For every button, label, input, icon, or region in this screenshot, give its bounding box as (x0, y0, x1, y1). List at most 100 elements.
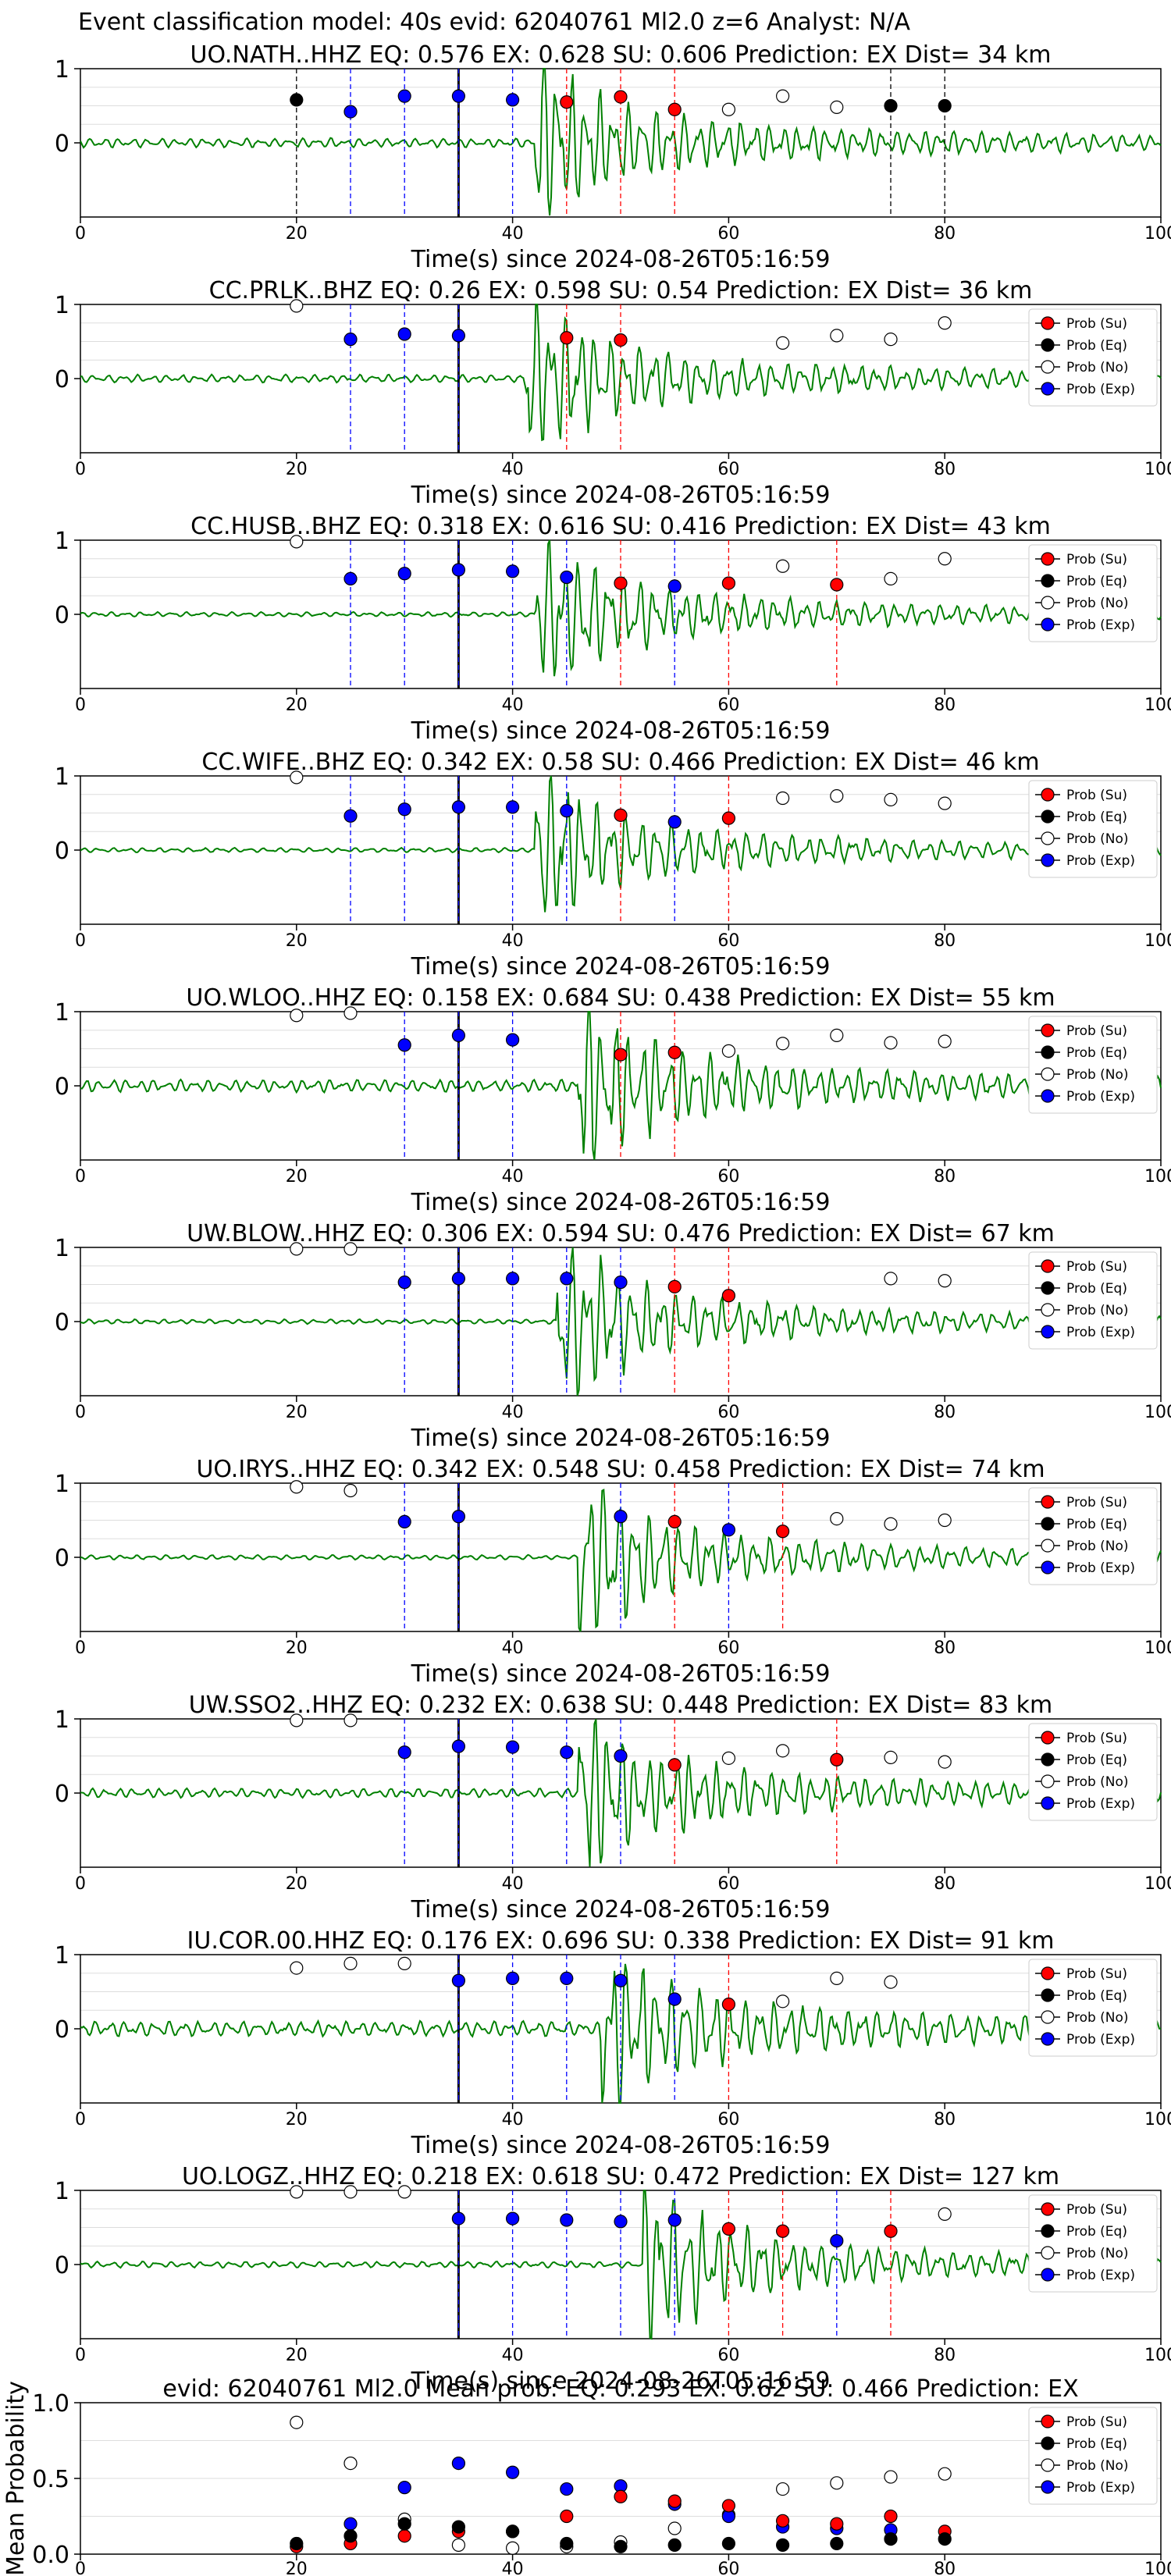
legend-marker (1041, 788, 1055, 802)
x-tick-label: 80 (934, 1167, 956, 1187)
x-tick-label: 20 (286, 1167, 308, 1187)
prob-point (830, 2234, 844, 2248)
legend-label: Prob (No) (1066, 831, 1129, 847)
legend-marker (1041, 1045, 1055, 1059)
y-tick-label: 0.0 (32, 2542, 69, 2569)
x-tick-label: 80 (934, 2110, 956, 2129)
legend-label: Prob (No) (1066, 2246, 1129, 2261)
legend-marker (1041, 2224, 1055, 2238)
x-tick-label: 40 (502, 1638, 524, 1658)
prob-point (938, 1755, 952, 1769)
prob-point (938, 1274, 952, 1288)
legend-label: Prob (No) (1066, 1303, 1129, 1318)
prob-point (397, 327, 411, 341)
prob-point (397, 567, 411, 581)
x-tick-label: 40 (502, 1167, 524, 1187)
prob-point (721, 1998, 736, 2012)
x-tick-label: 40 (502, 696, 524, 715)
legend-marker (1041, 1539, 1055, 1553)
prob-point (505, 93, 520, 107)
prob-point (343, 1242, 358, 1256)
x-tick-label: 20 (286, 1874, 308, 1894)
prob-point (560, 2509, 574, 2524)
prob-point (560, 1272, 574, 1286)
x-tick-label: 100 (1144, 696, 1171, 715)
x-axis-label: Time(s) since 2024-08-26T05:16:59 (411, 482, 831, 509)
legend-label: Prob (No) (1066, 360, 1129, 375)
prob-point (290, 1242, 304, 1256)
legend-label: Prob (No) (1066, 1539, 1129, 1554)
legend-label: Prob (Eq) (1066, 2436, 1127, 2452)
prob-point (884, 1975, 898, 1989)
prob-point (397, 1276, 411, 1290)
prob-point (343, 2457, 358, 2471)
prob-point (560, 1745, 574, 1759)
prob-point (290, 2415, 304, 2429)
y-tick-label: 1 (55, 1942, 69, 1969)
prob-point (614, 1749, 628, 1763)
legend-label: Prob (No) (1066, 1067, 1129, 1083)
figure-title: Event classification model: 40s evid: 62… (78, 9, 910, 36)
legend-label: Prob (Eq) (1066, 574, 1127, 589)
legend-marker (1041, 853, 1055, 867)
prob-point (505, 2465, 520, 2479)
x-tick-label: 20 (286, 1638, 308, 1658)
legend-label: Prob (Exp) (1066, 1089, 1135, 1105)
y-tick-label: 0 (55, 2252, 69, 2279)
panel-subtitle: UW.SSO2..HHZ EQ: 0.232 EX: 0.638 SU: 0.4… (189, 1692, 1053, 1719)
y-tick-label: 0 (55, 130, 69, 158)
prob-point (505, 2541, 520, 2555)
legend-label: Prob (Exp) (1066, 2480, 1135, 2496)
legend-box (1028, 544, 1158, 642)
prob-point (667, 2213, 682, 2227)
legend-label: Prob (Eq) (1066, 2224, 1127, 2240)
x-tick-label: 20 (286, 2110, 308, 2129)
legend-label: Prob (Su) (1066, 1966, 1127, 1982)
x-axis-label: Time(s) since 2024-08-26T05:16:59 (411, 2132, 831, 2159)
prob-point (451, 1028, 466, 1043)
legend-label: Prob (Su) (1066, 1731, 1127, 1746)
prob-point (721, 576, 736, 590)
x-tick-label: 100 (1144, 1638, 1171, 1658)
legend-marker (1041, 1067, 1055, 1081)
prob-point (451, 1739, 466, 1753)
prob-point (721, 1751, 736, 1765)
prob-point (290, 535, 304, 549)
x-tick-label: 100 (1144, 224, 1171, 244)
x-tick-label: 80 (934, 460, 956, 479)
prob-point (343, 809, 358, 823)
prob-point (721, 2536, 736, 2551)
prob-point (451, 2538, 466, 2552)
x-tick-label: 60 (717, 460, 739, 479)
legend-marker (1041, 1325, 1055, 1339)
legend-marker (1041, 1966, 1055, 1980)
x-tick-label: 40 (502, 224, 524, 244)
x-tick-label: 20 (286, 460, 308, 479)
prob-point (290, 1009, 304, 1023)
prob-point (775, 1744, 790, 1758)
x-tick-label: 60 (717, 1167, 739, 1187)
prob-point (938, 2207, 952, 2221)
prob-point (397, 1038, 411, 1052)
legend-label: Prob (Eq) (1066, 1045, 1127, 1061)
x-tick-label: 0 (75, 1403, 86, 1422)
panel-subtitle: UO.WLOO..HHZ EQ: 0.158 EX: 0.684 SU: 0.4… (186, 984, 1055, 1012)
legend-marker (1041, 360, 1055, 374)
legend-box (1028, 1723, 1158, 1821)
prob-point (667, 1279, 682, 1293)
x-tick-label: 80 (934, 2560, 956, 2576)
x-axis-label: Time(s) since 2024-08-26T05:16:59 (411, 1660, 831, 1688)
legend-box (1028, 2407, 1158, 2505)
panel-subtitle: UO.NATH..HHZ EQ: 0.576 EX: 0.628 SU: 0.6… (190, 41, 1052, 69)
x-tick-label: 100 (1144, 460, 1171, 479)
legend-label: Prob (Su) (1066, 2414, 1127, 2430)
prob-point (721, 811, 736, 825)
prob-point (560, 2482, 574, 2496)
prob-point (451, 563, 466, 577)
x-tick-label: 0 (75, 931, 86, 951)
prob-point (505, 1033, 520, 1047)
legend-marker (1041, 1281, 1055, 1295)
y-tick-label: 0 (55, 1545, 69, 1572)
station-panel: UO.WLOO..HHZ EQ: 0.158 EX: 0.684 SU: 0.4… (55, 984, 1171, 1216)
